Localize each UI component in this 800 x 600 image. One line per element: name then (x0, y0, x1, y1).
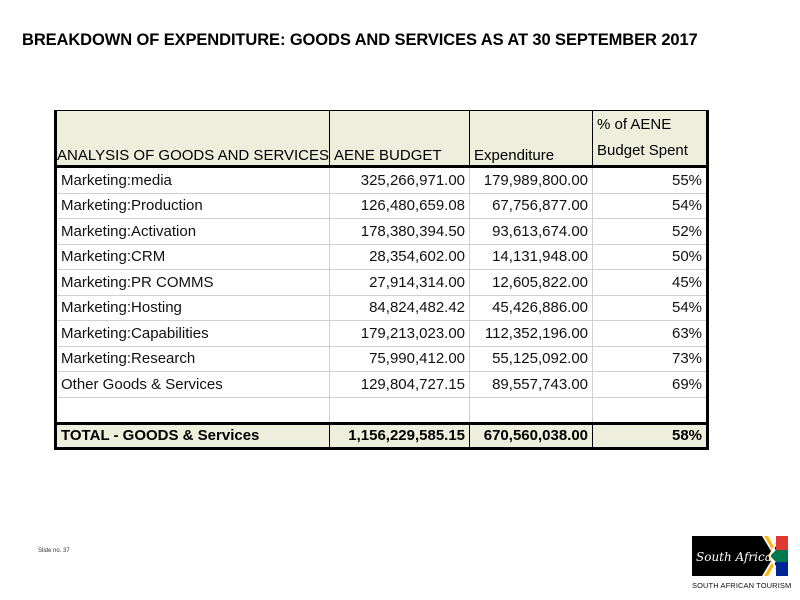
row-percent: 73% (592, 346, 710, 372)
table-row: Other Goods & Services 129,804,727.15 89,5… (53, 371, 710, 398)
header-analysis: ANALYSIS OF GOODS AND SERVICES (53, 110, 331, 168)
blank-row (53, 397, 710, 424)
table-row: Marketing:Research 75,990,412.00 55,125,09… (53, 346, 710, 372)
row-label: Marketing:Capabilities (53, 320, 331, 347)
expenditure-table: ANALYSIS OF GOODS AND SERVICES AENE BUDG… (53, 110, 710, 450)
row-percent: 50% (592, 244, 710, 270)
header-percent-spent: % of AENE Budget Spent (592, 110, 710, 168)
row-label: Marketing:PR COMMS (53, 269, 331, 296)
total-budget: 1,156,229,585.15 (329, 421, 471, 450)
row-budget: 129,804,727.15 (329, 371, 471, 398)
row-expenditure: 12,605,822.00 (469, 269, 594, 296)
row-label: Marketing:media (53, 166, 331, 194)
row-percent: 55% (592, 166, 710, 194)
row-label: Marketing:Research (53, 346, 331, 372)
row-percent: 63% (592, 320, 710, 347)
row-percent: 54% (592, 295, 710, 321)
row-label: Marketing:CRM (53, 244, 331, 270)
row-budget: 126,480,659.08 (329, 193, 471, 219)
row-expenditure: 112,352,196.00 (469, 320, 594, 347)
table-header-row: ANALYSIS OF GOODS AND SERVICES AENE BUDG… (53, 110, 710, 168)
total-row: TOTAL - GOODS & Services 1,156,229,585.1… (53, 421, 710, 450)
row-budget: 179,213,023.00 (329, 320, 471, 347)
row-budget: 28,354,602.00 (329, 244, 471, 270)
total-expenditure: 670,560,038.00 (469, 421, 594, 450)
row-label: Other Goods & Services (53, 371, 331, 398)
row-expenditure: 14,131,948.00 (469, 244, 594, 270)
row-percent: 54% (592, 193, 710, 219)
table-row: Marketing:CRM 28,354,602.00 14,131,948.00 5… (53, 244, 710, 270)
table-row: Marketing:media 325,266,971.00 179,989,800… (53, 166, 710, 194)
row-expenditure: 67,756,877.00 (469, 193, 594, 219)
table-row: Marketing:Capabilities 179,213,023.00 112,… (53, 320, 710, 347)
table-row: Marketing:PR COMMS 27,914,314.00 12,605,82… (53, 269, 710, 296)
slide-title: BREAKDOWN OF EXPENDITURE: GOODS AND SERV… (22, 31, 698, 49)
row-budget: 178,380,394.50 (329, 218, 471, 245)
row-expenditure: 45,426,886.00 (469, 295, 594, 321)
slide-number: Slide no. 37 (38, 548, 70, 554)
blank-cell (53, 397, 331, 424)
logo-script-text: South Africa (696, 550, 772, 564)
header-aene-budget: AENE BUDGET (329, 110, 471, 168)
row-percent: 45% (592, 269, 710, 296)
row-budget: 325,266,971.00 (329, 166, 471, 194)
logo-graphic: South Africa (692, 536, 788, 576)
south-africa-flag-icon: South Africa (692, 536, 788, 576)
total-percent: 58% (592, 421, 710, 450)
total-label: TOTAL - GOODS & Services (53, 421, 331, 450)
expenditure-table-container: ANALYSIS OF GOODS AND SERVICES AENE BUDG… (53, 110, 710, 450)
row-expenditure: 179,989,800.00 (469, 166, 594, 194)
blank-cell (592, 397, 710, 424)
row-percent: 69% (592, 371, 710, 398)
row-label: Marketing:Production (53, 193, 331, 219)
row-budget: 27,914,314.00 (329, 269, 471, 296)
row-percent: 52% (592, 218, 710, 245)
header-expenditure: Expenditure (469, 110, 594, 168)
table-row: Marketing:Hosting 84,824,482.42 45,426,886… (53, 295, 710, 321)
row-expenditure: 55,125,092.00 (469, 346, 594, 372)
header-percent-line-2: Budget Spent (597, 142, 688, 159)
row-budget: 75,990,412.00 (329, 346, 471, 372)
row-expenditure: 89,557,743.00 (469, 371, 594, 398)
table-row: Marketing:Activation 178,380,394.50 93,613… (53, 218, 710, 245)
south-african-tourism-logo: South Africa SOUTH AFRICAN TOURISM (692, 536, 792, 590)
row-expenditure: 93,613,674.00 (469, 218, 594, 245)
row-budget: 84,824,482.42 (329, 295, 471, 321)
blank-cell (329, 397, 471, 424)
logo-caption: SOUTH AFRICAN TOURISM (692, 581, 792, 590)
header-percent-line-1: % of AENE (597, 116, 672, 133)
blank-cell (469, 397, 594, 424)
row-label: Marketing:Hosting (53, 295, 331, 321)
table-row: Marketing:Production 126,480,659.08 67,756… (53, 193, 710, 219)
row-label: Marketing:Activation (53, 218, 331, 245)
